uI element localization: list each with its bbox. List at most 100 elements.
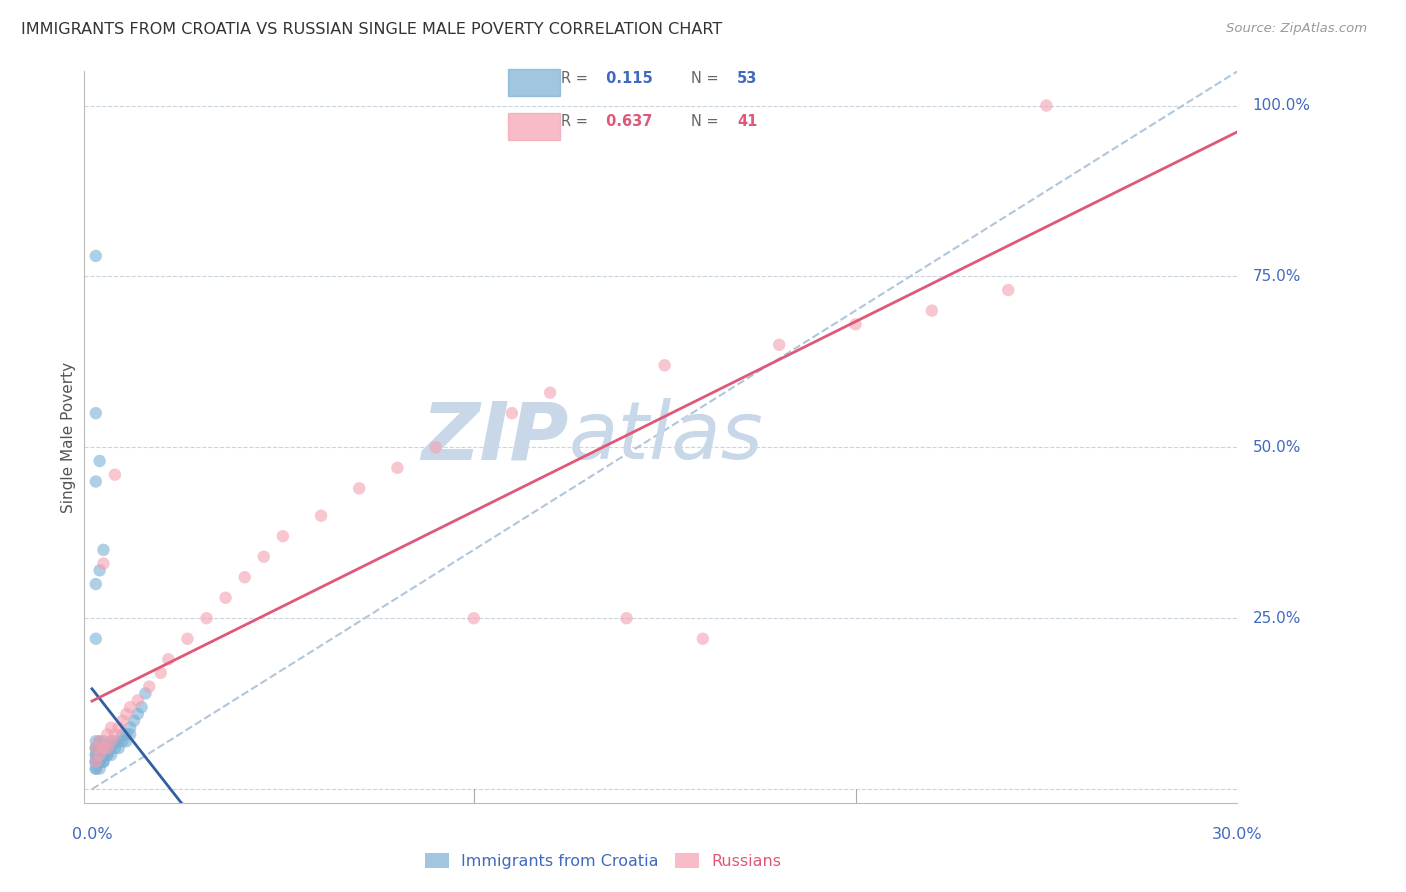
Point: [120, 700, 142, 714]
Point: [157, 652, 180, 666]
Text: R =: R =: [561, 71, 588, 87]
Point: [89, 762, 111, 776]
Point: [120, 721, 142, 735]
Point: [100, 721, 122, 735]
Point: [104, 734, 127, 748]
Point: [84, 741, 107, 756]
Point: [100, 741, 122, 756]
Point: [93, 755, 115, 769]
Text: 25.0%: 25.0%: [1253, 611, 1301, 625]
Text: 0.637: 0.637: [602, 114, 652, 129]
Text: 41: 41: [737, 114, 758, 129]
Point: [89, 734, 111, 748]
Point: [111, 714, 134, 728]
Point: [93, 542, 115, 557]
Point: [93, 747, 115, 762]
Point: [122, 714, 145, 728]
Point: [84, 747, 107, 762]
Point: [84, 734, 107, 748]
Point: [84, 741, 107, 756]
Point: [309, 508, 332, 523]
Point: [149, 665, 172, 680]
Point: [104, 741, 127, 756]
Text: 0.115: 0.115: [602, 71, 652, 87]
Point: [115, 727, 138, 741]
Point: [93, 741, 115, 756]
Point: [195, 611, 218, 625]
Point: [84, 755, 107, 769]
Point: [96, 741, 118, 756]
Point: [111, 734, 134, 748]
Bar: [509, 70, 561, 95]
Point: [93, 747, 115, 762]
Point: [84, 632, 107, 646]
Point: [501, 406, 523, 420]
Point: [84, 249, 107, 263]
Point: [84, 755, 107, 769]
Point: [100, 747, 122, 762]
Point: [89, 755, 111, 769]
Point: [654, 359, 676, 373]
Point: [115, 734, 138, 748]
Point: [176, 632, 198, 646]
Text: N =: N =: [690, 114, 718, 129]
Point: [89, 747, 111, 762]
Point: [111, 727, 134, 741]
Point: [93, 755, 115, 769]
Text: 30.0%: 30.0%: [1212, 827, 1263, 842]
Point: [387, 460, 409, 475]
Text: 0.0%: 0.0%: [72, 827, 112, 842]
Point: [96, 727, 118, 741]
Point: [93, 741, 115, 756]
Bar: [509, 113, 561, 140]
Point: [84, 475, 107, 489]
Point: [104, 467, 127, 482]
Point: [616, 611, 638, 625]
Point: [107, 721, 129, 735]
Point: [138, 680, 160, 694]
Y-axis label: Single Male Poverty: Single Male Poverty: [60, 361, 76, 513]
Point: [214, 591, 236, 605]
Text: 53: 53: [737, 71, 758, 87]
Point: [997, 283, 1019, 297]
Point: [89, 563, 111, 577]
Point: [463, 611, 485, 625]
Text: Source: ZipAtlas.com: Source: ZipAtlas.com: [1226, 22, 1367, 36]
Point: [84, 747, 107, 762]
Text: R =: R =: [561, 114, 588, 129]
Point: [233, 570, 256, 584]
Point: [84, 762, 107, 776]
Point: [84, 406, 107, 420]
Legend: Immigrants from Croatia, Russians: Immigrants from Croatia, Russians: [419, 847, 787, 875]
Point: [347, 481, 370, 495]
Point: [96, 747, 118, 762]
Point: [89, 734, 111, 748]
Point: [89, 747, 111, 762]
Point: [96, 741, 118, 756]
Point: [134, 686, 156, 700]
Point: [93, 734, 115, 748]
Point: [89, 747, 111, 762]
Point: [253, 549, 276, 564]
Point: [84, 741, 107, 756]
Point: [1035, 98, 1057, 112]
Point: [104, 727, 127, 741]
Point: [93, 557, 115, 571]
Point: [425, 440, 447, 454]
Text: 75.0%: 75.0%: [1253, 268, 1301, 284]
Point: [96, 747, 118, 762]
Point: [107, 741, 129, 756]
Point: [89, 741, 111, 756]
Point: [89, 755, 111, 769]
Point: [538, 385, 561, 400]
Point: [768, 338, 790, 352]
Point: [84, 762, 107, 776]
Point: [107, 734, 129, 748]
Text: 50.0%: 50.0%: [1253, 440, 1301, 455]
Text: N =: N =: [690, 71, 718, 87]
Point: [84, 755, 107, 769]
Point: [271, 529, 294, 543]
Point: [89, 454, 111, 468]
Text: 100.0%: 100.0%: [1253, 98, 1310, 113]
Point: [84, 755, 107, 769]
